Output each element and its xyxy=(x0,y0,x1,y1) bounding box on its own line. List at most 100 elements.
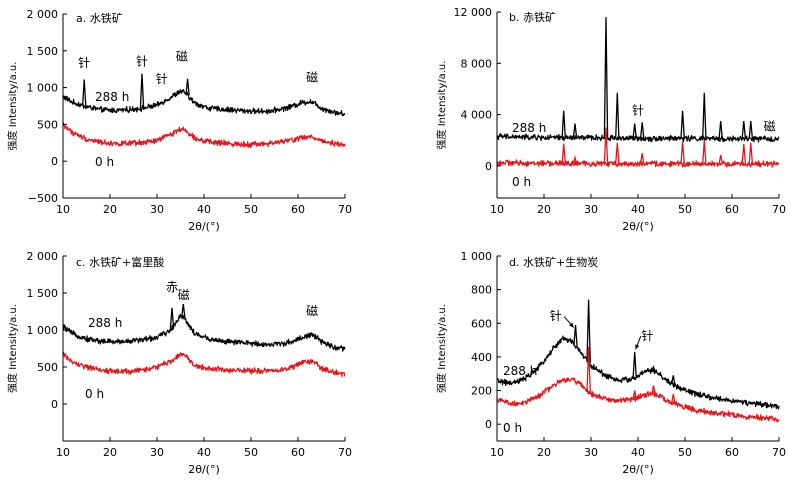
y-axis-label: 强度 Intensity/a.u. xyxy=(6,62,19,151)
series-0-peak-4 xyxy=(632,123,637,139)
series-1-peak-4 xyxy=(639,153,645,164)
y-tick-label: 200 xyxy=(471,385,492,398)
y-tick-label: 2 000 xyxy=(27,250,59,263)
series-0-trace xyxy=(496,133,780,143)
y-tick-label: 1 500 xyxy=(27,287,59,300)
series-0-peak-9 xyxy=(741,120,747,140)
series-1-peak-8 xyxy=(741,144,747,165)
y-tick-label: 400 xyxy=(471,351,492,364)
panel-a: 288 h 0 h −500 0 500 1 000 1 500 2 000 10 20 30 40 5… xyxy=(6,8,352,233)
series-1-peak-2 xyxy=(603,127,609,164)
series-label: 288 h xyxy=(88,316,122,330)
x-tick-label: 60 xyxy=(725,203,739,216)
series-1-peak-5 xyxy=(680,141,685,164)
panel-title: b. 赤铁矿 xyxy=(509,11,556,24)
series-0-peak-0 xyxy=(561,110,566,138)
series-0-peak-0 xyxy=(81,79,87,107)
x-tick-label: 60 xyxy=(725,446,739,459)
series-label: 0 h xyxy=(85,387,104,401)
phase-annotation: 赤 xyxy=(166,280,178,294)
x-tick-label: 60 xyxy=(291,203,305,216)
x-tick-label: 30 xyxy=(150,446,164,459)
phase-annotation: 磁 xyxy=(306,70,318,85)
phase-annotation: 针 xyxy=(550,308,562,323)
y-tick-label: 4 000 xyxy=(461,109,493,122)
arrow-head xyxy=(569,322,574,328)
x-tick-label: 40 xyxy=(197,203,211,216)
series-1-peak-2 xyxy=(651,385,656,395)
series-0-peak-3 xyxy=(615,92,620,139)
panel-title: d. 水铁矿+生物炭 xyxy=(509,255,598,269)
x-axis-label: 2θ/(°) xyxy=(622,463,654,476)
series-0-peak-1 xyxy=(139,73,145,109)
series-label: 288 h xyxy=(95,90,129,104)
x-axis-label: 2θ/(°) xyxy=(622,220,654,233)
y-tick-label: 1 000 xyxy=(461,250,493,263)
series-0-peak-2 xyxy=(185,78,190,96)
x-axis-label: 2θ/(°) xyxy=(188,463,220,476)
x-tick-label: 40 xyxy=(197,446,211,459)
series-0-peak-4 xyxy=(670,375,676,385)
series-0-peak-0 xyxy=(169,307,175,329)
phase-annotation: 磁 xyxy=(306,303,318,318)
series-0-trace xyxy=(496,335,780,410)
panel-c: 288 h 0 h 0 500 1 000 1 500 2 000 10 20 30 40 50 60 7… xyxy=(6,250,352,476)
x-tick-label: 50 xyxy=(678,446,692,459)
x-tick-label: 70 xyxy=(338,203,352,216)
x-tick-label: 20 xyxy=(103,446,117,459)
x-tick-label: 10 xyxy=(490,203,504,216)
y-tick-label: 800 xyxy=(471,284,492,297)
series-label: 288 h xyxy=(512,121,546,135)
arrow-head xyxy=(635,344,640,350)
series-0-peak-6 xyxy=(680,110,685,139)
phase-annotation: 针 xyxy=(156,71,168,86)
series-label: 0 h xyxy=(503,421,522,435)
series-0-peak-7 xyxy=(702,92,707,139)
series-0-peak-1 xyxy=(572,123,578,138)
series-0-peak-2 xyxy=(632,351,637,378)
y-axis-label: 强度 Intensity/a.u. xyxy=(6,304,19,393)
y-tick-label: 0 xyxy=(51,398,58,411)
x-tick-label: 20 xyxy=(537,203,551,216)
y-tick-label: 500 xyxy=(37,361,58,374)
y-axis-label: 强度 Intensity/a.u. xyxy=(435,304,448,393)
series-label: 0 h xyxy=(95,155,114,169)
panel-title: c. 水铁矿+富里酸 xyxy=(76,255,164,269)
series-1-peak-1 xyxy=(572,155,578,164)
x-tick-label: 50 xyxy=(678,203,692,216)
x-tick-label: 40 xyxy=(631,203,645,216)
series-0-peak-2 xyxy=(603,17,609,138)
y-tick-label: 1 000 xyxy=(27,324,59,337)
phase-annotation: 针 xyxy=(78,55,90,70)
x-tick-label: 50 xyxy=(244,203,258,216)
phase-annotation: 磁 xyxy=(176,48,188,63)
series-1-peak-9 xyxy=(748,142,754,165)
series-1-peak-6 xyxy=(702,140,707,164)
series-1-peak-0 xyxy=(586,346,591,392)
y-tick-label: 0 xyxy=(485,418,492,431)
series-0-trace xyxy=(62,313,346,352)
series-1-trace xyxy=(496,377,780,423)
y-tick-label: 8 000 xyxy=(461,57,493,70)
series-1-peak-3 xyxy=(615,142,620,164)
series-0-trace xyxy=(62,89,346,117)
y-tick-label: 1 000 xyxy=(27,82,59,95)
x-tick-label: 20 xyxy=(537,446,551,459)
panel-d-arrows xyxy=(563,316,642,350)
y-tick-label: 500 xyxy=(37,118,58,131)
x-tick-label: 60 xyxy=(291,446,305,459)
series-0-peak-3 xyxy=(651,365,656,372)
x-tick-label: 40 xyxy=(631,446,645,459)
x-tick-label: 10 xyxy=(56,203,70,216)
y-tick-label: 600 xyxy=(471,317,492,330)
y-tick-label: 0 xyxy=(485,160,492,173)
phase-annotation: 针 xyxy=(641,328,653,343)
series-0-peak-0 xyxy=(573,324,578,346)
series-1-peak-1 xyxy=(632,390,637,399)
x-tick-label: 50 xyxy=(244,446,258,459)
x-tick-label: 30 xyxy=(584,446,598,459)
x-tick-label: 30 xyxy=(150,203,164,216)
panel-title: a. 水铁矿 xyxy=(76,12,123,25)
series-label: 288 h xyxy=(503,364,537,378)
